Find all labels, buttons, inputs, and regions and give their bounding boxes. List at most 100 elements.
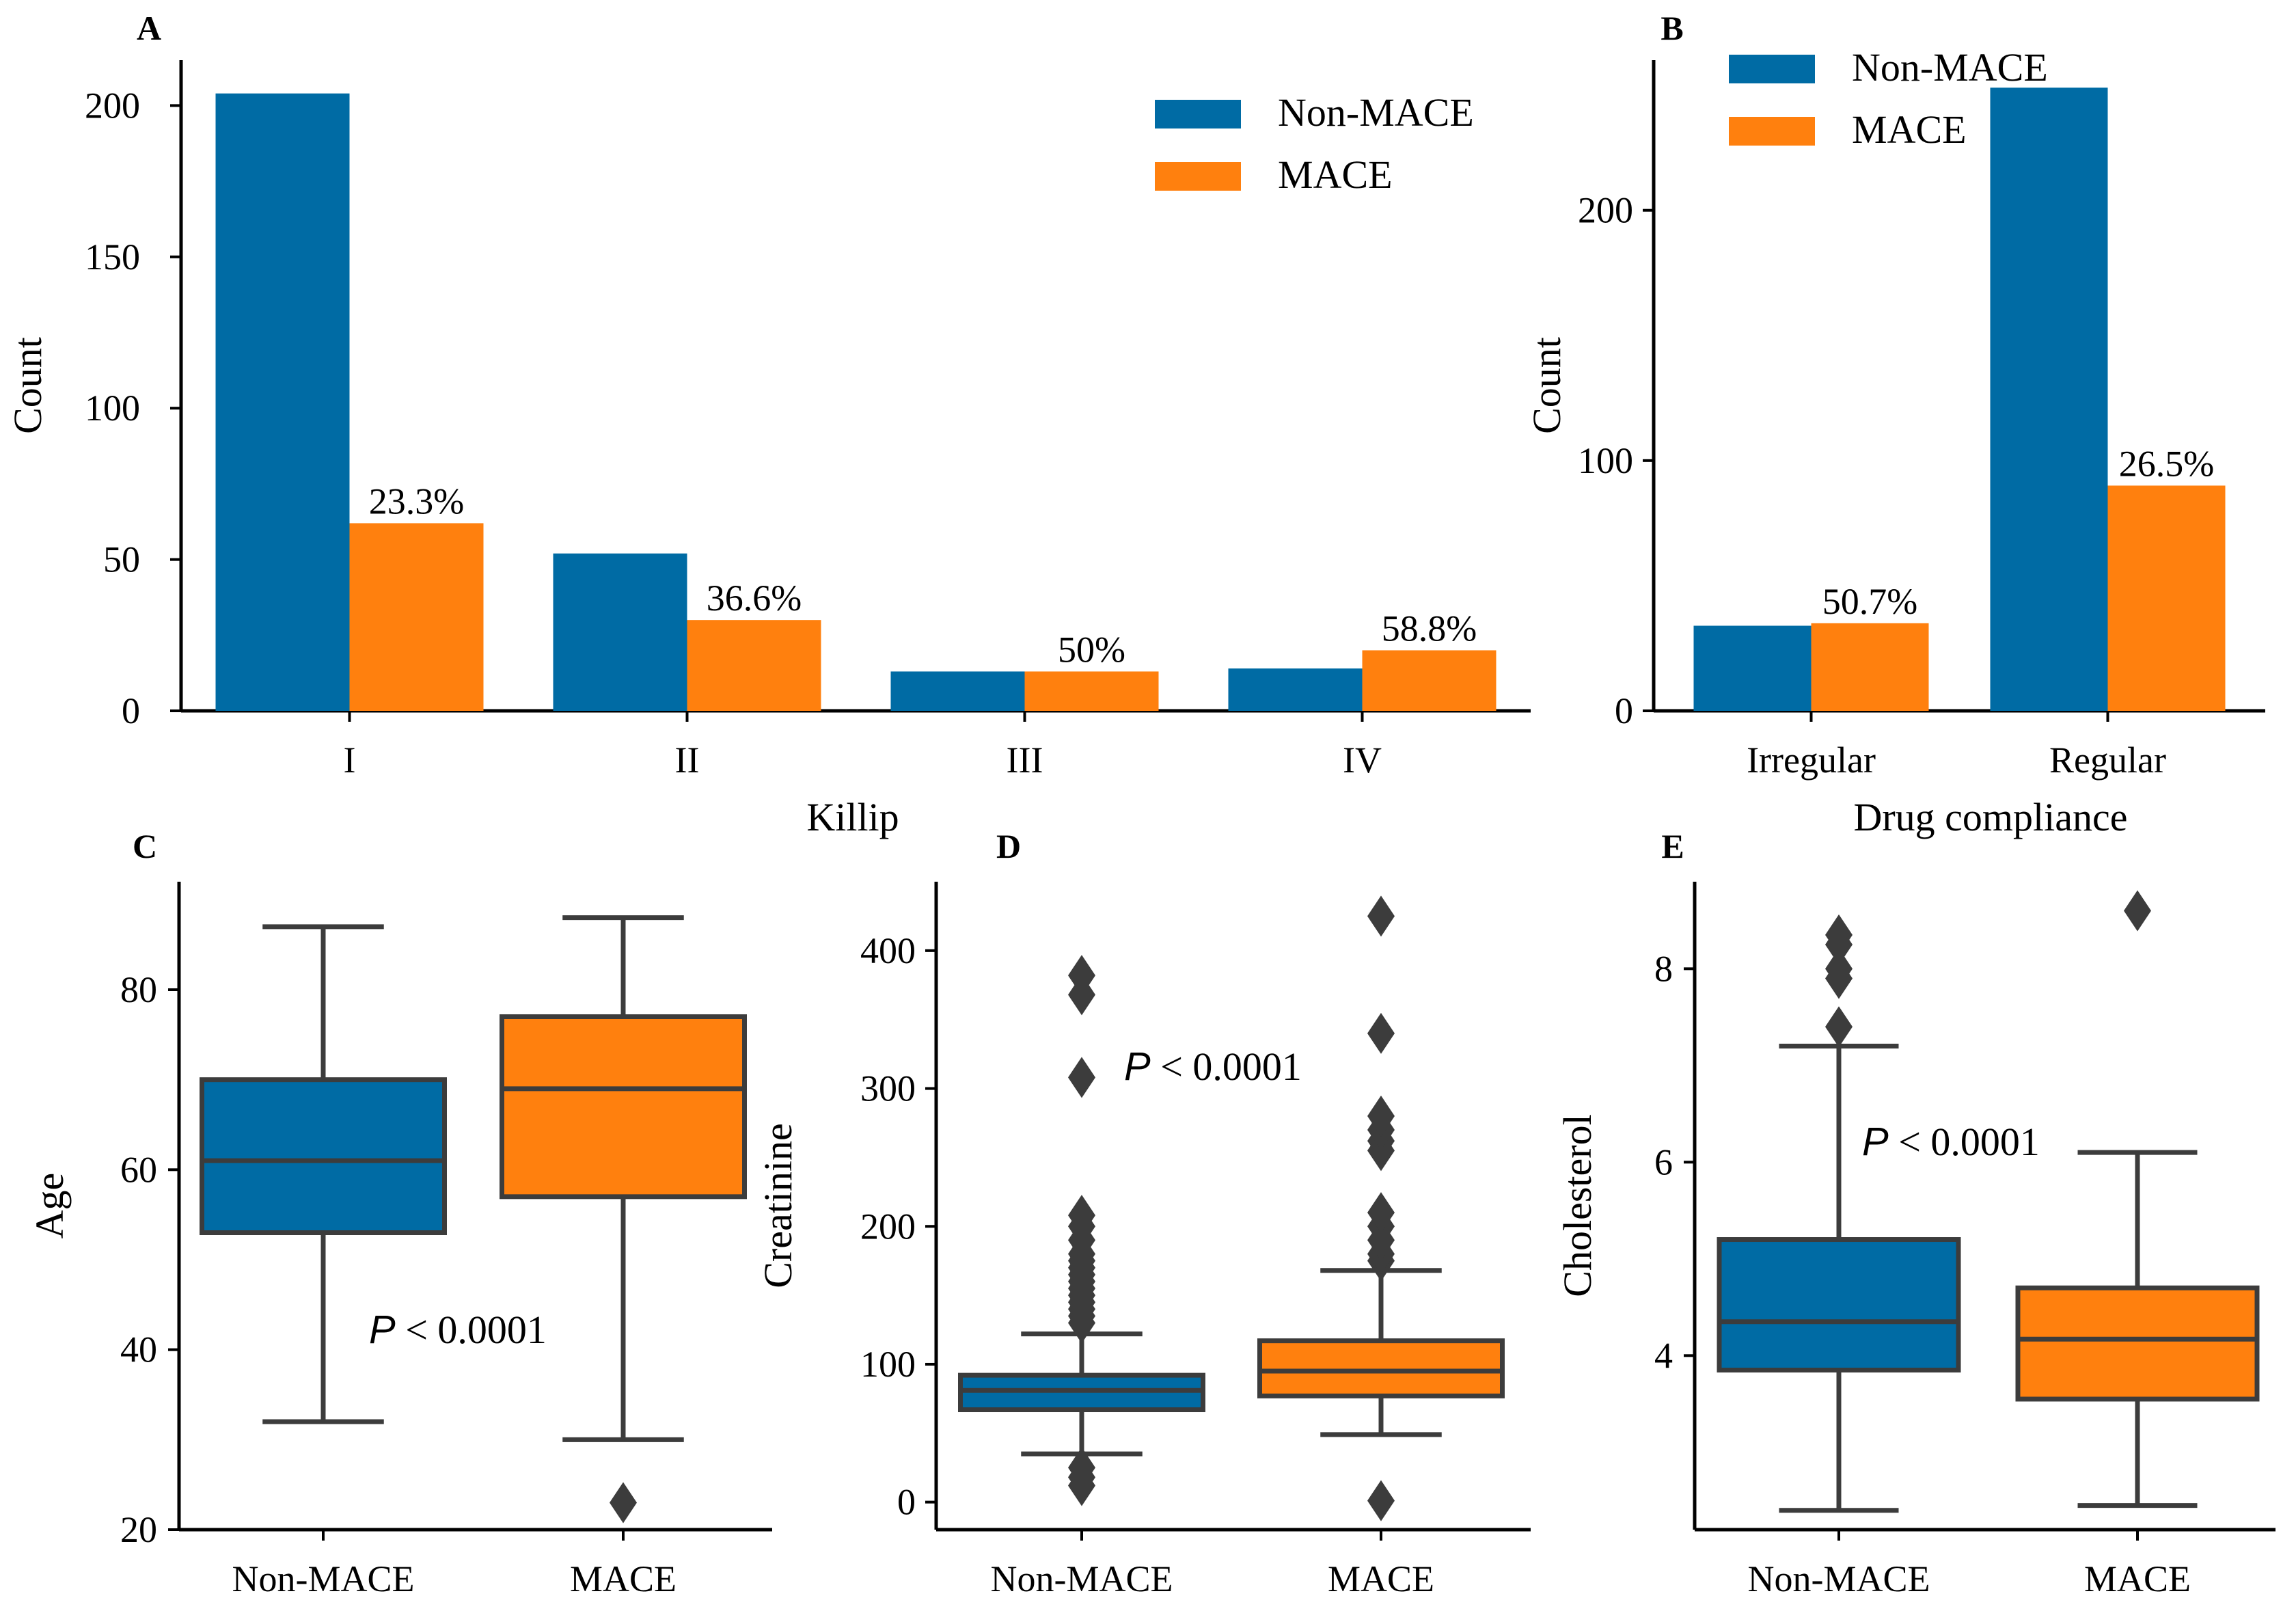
bar-percent-label: 58.8% <box>1382 608 1477 649</box>
x-axis-label: Drug compliance <box>1853 795 2127 839</box>
outlier-marker <box>1825 914 1853 956</box>
panel-label: C <box>133 827 157 865</box>
y-tick-label: 80 <box>120 969 157 1010</box>
legend-label: MACE <box>1278 152 1393 197</box>
outlier-marker <box>1367 1012 1395 1054</box>
legend-swatch-mace <box>1729 117 1815 146</box>
iqr-box <box>1257 1338 1505 1398</box>
bar-non-mace-regular <box>1990 87 2108 711</box>
p-symbol: P <box>1862 1120 1889 1164</box>
bar-mace-regular <box>2107 485 2226 711</box>
x-tick-label: III <box>1007 740 1043 781</box>
x-tick-label: MACE <box>2084 1558 2191 1599</box>
x-tick-label: I <box>344 740 356 781</box>
iqr-box <box>1717 1237 1961 1373</box>
legend: Non-MACE MACE <box>1729 45 2048 152</box>
legend-swatch-non-mace <box>1729 55 1815 83</box>
bar-non-mace-ii <box>553 553 687 711</box>
x-axis-label: Killip <box>806 795 899 839</box>
x-tick-label: II <box>675 740 700 781</box>
y-tick-label: 300 <box>860 1068 916 1109</box>
outlier-marker <box>1825 1006 1853 1048</box>
box-non-mace <box>200 924 447 1424</box>
y-tick-label: 200 <box>1578 190 1633 231</box>
y-tick-label: 100 <box>1578 440 1633 481</box>
y-tick-label: 4 <box>1654 1335 1673 1376</box>
legend: Non-MACE MACE <box>1155 90 1474 197</box>
y-axis-label: Count <box>1525 337 1569 434</box>
y-tick-label: 20 <box>120 1509 157 1550</box>
y-tick-label: 100 <box>85 388 140 429</box>
outlier-marker <box>1068 1447 1095 1489</box>
x-tick-label: Non-MACE <box>1748 1558 1930 1599</box>
box-non-mace <box>958 955 1205 1506</box>
panel-label: D <box>996 827 1021 865</box>
bar-non-mace-irregular <box>1693 625 1812 711</box>
panel-label: E <box>1661 827 1684 865</box>
bar-non-mace-i <box>215 93 350 711</box>
x-tick-label: Non-MACE <box>232 1558 415 1599</box>
x-tick-label: Irregular <box>1747 740 1876 781</box>
panel-label: B <box>1660 9 1683 47</box>
bar-mace-iv <box>1362 650 1496 711</box>
outlier-marker <box>1367 1192 1395 1234</box>
y-tick-label: 150 <box>85 236 140 277</box>
bar-percent-label: 26.5% <box>2119 443 2214 484</box>
y-tick-label: 40 <box>120 1329 157 1370</box>
y-tick-label: 6 <box>1654 1141 1673 1182</box>
bar-percent-label: 36.6% <box>707 578 802 619</box>
x-tick-label: Non-MACE <box>991 1558 1173 1599</box>
outlier-marker <box>1825 948 1853 990</box>
y-tick-label: 0 <box>122 690 140 731</box>
y-axis-label: Age <box>27 1173 72 1239</box>
bar-mace-i <box>349 523 484 711</box>
outlier-marker <box>1367 1095 1395 1137</box>
outlier-marker <box>1068 955 1095 997</box>
bar-percent-label: 50% <box>1058 629 1125 670</box>
iqr-box <box>2015 1285 2260 1402</box>
bar-mace-irregular <box>1811 623 1929 711</box>
box-mace <box>1257 895 1505 1521</box>
y-tick-label: 0 <box>1615 690 1633 731</box>
x-tick-label: MACE <box>570 1558 676 1599</box>
box-mace <box>2015 890 2260 1508</box>
x-tick-label: Regular <box>2049 740 2166 781</box>
p-symbol: P <box>369 1308 396 1352</box>
p-value-text: < 0.0001 <box>1151 1044 1302 1089</box>
y-tick-label: 400 <box>860 930 916 971</box>
panel-e: 4 6 8 Non-MACE MACE Cholesterol E P < 0.0001 <box>1555 827 2276 1599</box>
legend-label: Non-MACE <box>1852 45 2048 90</box>
panel-b: 0 100 200 Irregular Regular Count Drug complia… <box>1525 9 2265 839</box>
y-tick-label: 200 <box>85 85 140 126</box>
y-axis-label: Creatinine <box>756 1123 800 1288</box>
outlier-marker <box>610 1482 637 1524</box>
legend-label: MACE <box>1852 107 1967 152</box>
iqr-box <box>500 1014 747 1200</box>
panel-c: 20 40 60 80 Non-MACE MACE Age C P < 0.0001 <box>27 827 772 1599</box>
outlier-marker <box>2124 890 2151 932</box>
y-tick-label: 50 <box>103 539 140 580</box>
bar-non-mace-iv <box>1228 668 1363 711</box>
p-value-annotation: P < 0.0001 <box>1124 1044 1302 1089</box>
y-tick-label: 60 <box>120 1149 157 1190</box>
outlier-marker <box>1367 1480 1395 1521</box>
bar-non-mace-iii <box>890 671 1025 711</box>
legend-swatch-mace <box>1155 162 1241 191</box>
bar-mace-ii <box>687 620 821 711</box>
y-axis-label: Count <box>5 337 50 434</box>
outlier-marker <box>1367 895 1395 937</box>
panel-d: 0 100 200 300 400 Non-MACE MACE Creatinine D P < … <box>756 827 1531 1599</box>
y-tick-label: 100 <box>860 1344 916 1385</box>
outlier-marker <box>1068 1195 1095 1236</box>
x-tick-label: IV <box>1343 740 1382 781</box>
p-value-annotation: P < 0.0001 <box>1862 1120 2040 1164</box>
p-value-annotation: P < 0.0001 <box>369 1308 547 1352</box>
p-symbol: P <box>1124 1044 1151 1089</box>
bar-percent-label: 23.3% <box>369 480 464 522</box>
iqr-box <box>200 1077 447 1235</box>
y-axis-label: Cholesterol <box>1555 1114 1600 1297</box>
p-value-text: < 0.0001 <box>1889 1120 2040 1164</box>
legend-label: Non-MACE <box>1278 90 1474 135</box>
